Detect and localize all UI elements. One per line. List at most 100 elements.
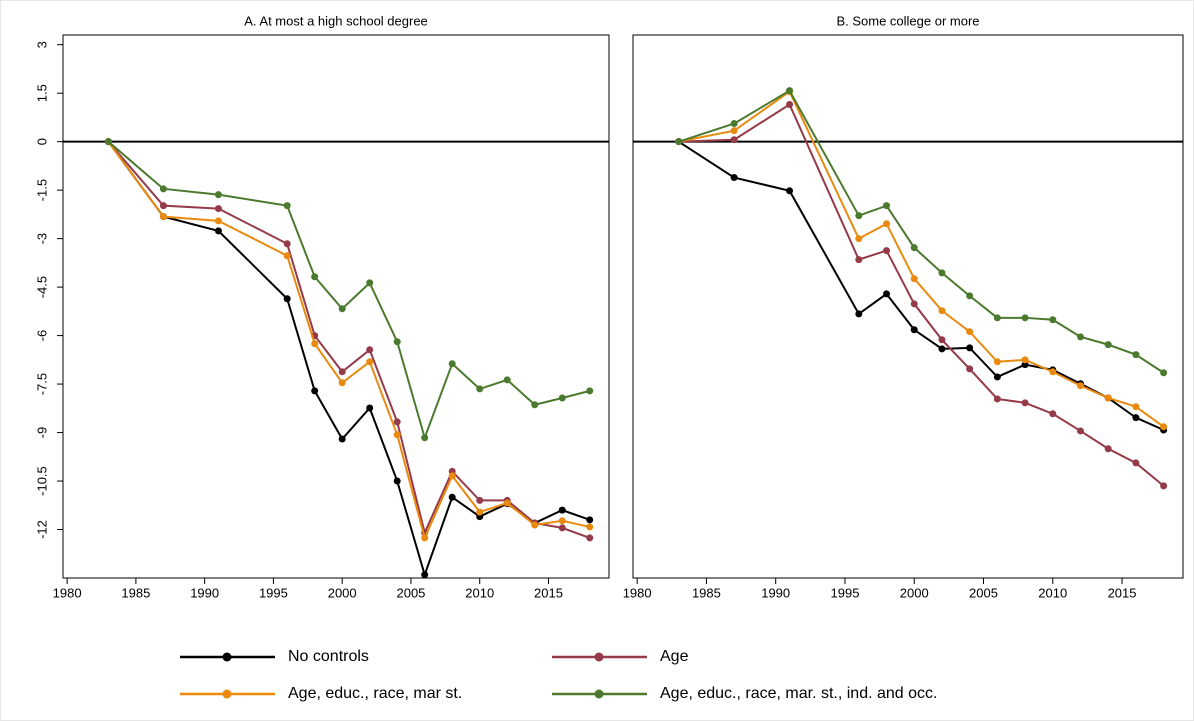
point [938, 269, 946, 277]
point [855, 235, 863, 243]
point [448, 360, 456, 368]
point [159, 185, 167, 193]
panel-title: B. Some college or more [836, 13, 979, 28]
y-tick-label: 1.5 [34, 84, 49, 102]
point [366, 404, 374, 412]
x-tick-label: 2010 [1038, 585, 1067, 600]
point [1132, 351, 1140, 359]
y-tick-label: 3 [34, 41, 49, 48]
point [448, 472, 456, 480]
point [503, 499, 511, 507]
y-tick-label: -6 [34, 330, 49, 342]
point [1049, 410, 1057, 418]
x-tick-label: 1985 [121, 585, 150, 600]
x-tick-label: 2005 [396, 585, 425, 600]
point [910, 244, 918, 252]
x-tick-label: 2000 [328, 585, 357, 600]
point [883, 220, 891, 228]
point [993, 395, 1001, 403]
plot-area [62, 34, 610, 579]
point [1104, 394, 1112, 402]
point [214, 217, 222, 225]
point [558, 517, 566, 525]
point [1076, 333, 1084, 341]
point [338, 379, 346, 387]
point [558, 506, 566, 514]
point [1104, 445, 1112, 453]
point [366, 358, 374, 366]
x-tick-label: 2010 [465, 585, 494, 600]
legend-marker [222, 689, 232, 699]
point [883, 247, 891, 255]
point [476, 508, 484, 516]
point [393, 477, 401, 485]
point [855, 310, 863, 318]
point [338, 368, 346, 376]
point [786, 87, 794, 95]
point [531, 521, 539, 529]
point [1049, 316, 1057, 324]
x-tick-label: 2015 [534, 585, 563, 600]
point [214, 191, 222, 199]
point [730, 120, 738, 128]
point [993, 314, 1001, 322]
point [393, 418, 401, 426]
legend-label: Age [660, 648, 689, 665]
plot-area [632, 34, 1184, 579]
point [1160, 369, 1168, 377]
point [338, 305, 346, 313]
x-tick-label: 1990 [190, 585, 219, 600]
point [214, 205, 222, 213]
point [966, 292, 974, 300]
point [938, 345, 946, 353]
point [910, 326, 918, 334]
point [558, 394, 566, 402]
point [421, 571, 429, 579]
point [1076, 382, 1084, 390]
legend-marker [594, 689, 604, 699]
point [283, 252, 291, 260]
point [531, 401, 539, 409]
point [786, 100, 794, 108]
y-tick-label: -4.5 [34, 276, 49, 298]
y-tick-label: -10.5 [34, 466, 49, 496]
point [966, 328, 974, 336]
point [993, 358, 1001, 366]
point [1049, 368, 1057, 376]
point [366, 346, 374, 354]
y-tick-label: -9 [34, 427, 49, 439]
point [104, 138, 112, 146]
point [993, 373, 1001, 381]
point [1021, 314, 1029, 322]
legend-label: No controls [288, 648, 369, 665]
x-tick-label: 1985 [692, 585, 721, 600]
point [1021, 361, 1029, 369]
point [1021, 356, 1029, 364]
point [421, 434, 429, 442]
point [910, 275, 918, 283]
x-tick-label: 2005 [969, 585, 998, 600]
point [448, 493, 456, 501]
point [786, 187, 794, 195]
point [283, 202, 291, 210]
point [966, 344, 974, 352]
x-tick-label: 1990 [761, 585, 790, 600]
point [586, 523, 594, 531]
legend-marker [222, 652, 232, 662]
point [159, 202, 167, 210]
legend-label: Age, educ., race, mar st. [288, 685, 462, 702]
point [283, 240, 291, 248]
point [503, 376, 511, 384]
y-tick-label: -1.5 [34, 179, 49, 201]
point [1021, 399, 1029, 407]
point [910, 300, 918, 308]
point [586, 387, 594, 395]
point [938, 336, 946, 344]
point [476, 385, 484, 393]
point [938, 307, 946, 315]
point [311, 340, 319, 348]
point [883, 202, 891, 210]
x-tick-label: 1995 [831, 585, 860, 600]
point [883, 290, 891, 298]
